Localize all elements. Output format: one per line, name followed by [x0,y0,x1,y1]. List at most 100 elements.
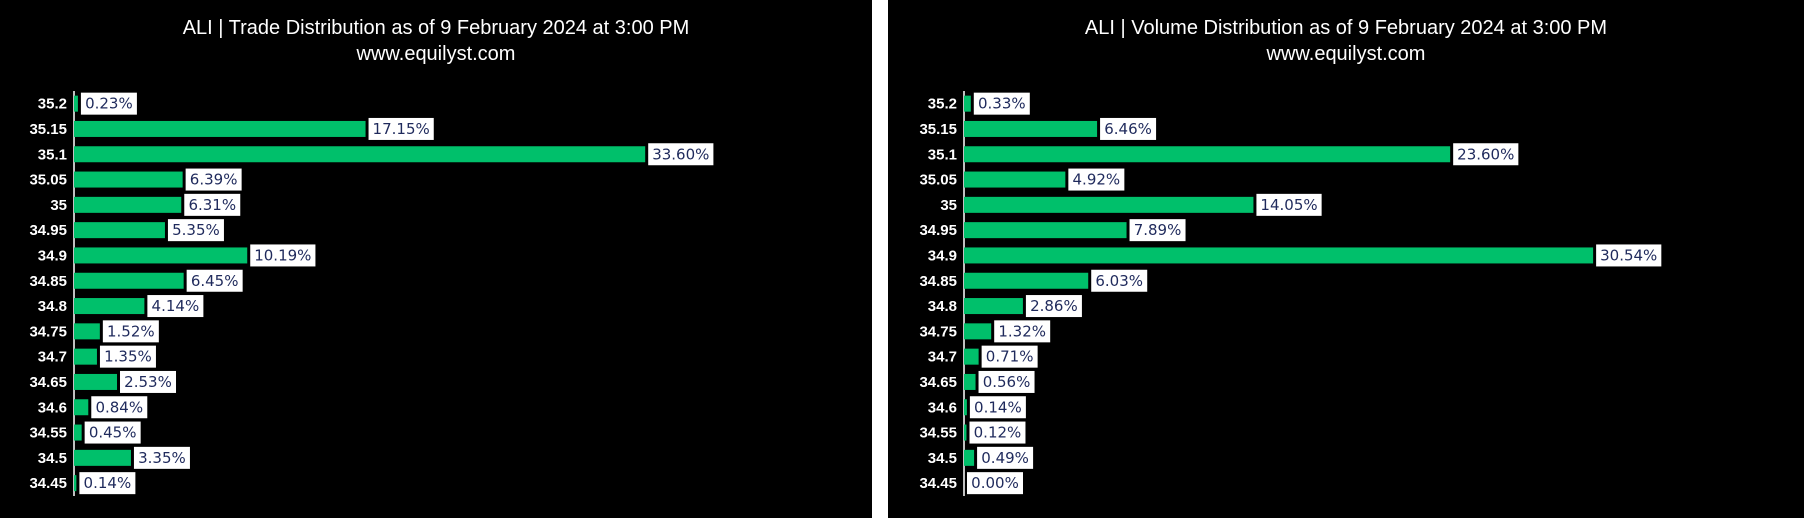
chart-subtitle: www.equilyst.com [356,43,516,65]
data-label-box [967,472,1023,495]
category-tick-label: 35.1 [38,146,67,163]
category-tick-label: 34.7 [928,349,957,366]
data-label: 6.03% [1095,272,1143,290]
data-label-box [1129,219,1186,242]
data-label: 2.53% [124,373,172,391]
bar [74,475,77,492]
bar [74,120,366,137]
data-label-box [981,345,1038,368]
data-label: 1.32% [998,322,1046,340]
data-label: 10.19% [254,246,311,264]
data-label-box [648,143,714,166]
category-tick-label: 35.05 [919,172,957,189]
data-label: 0.12% [974,424,1022,442]
bar [74,95,78,112]
bar [964,146,1451,163]
data-label-box [1256,193,1322,216]
data-label-box [186,269,243,292]
data-label-box [147,295,204,318]
data-label-box [973,92,1030,115]
bar [74,424,82,441]
bar [74,298,145,315]
data-label-box [99,345,156,368]
category-tick-label: 35 [940,197,957,214]
category-tick-label: 35 [50,197,67,214]
category-tick-label: 35.2 [38,96,67,113]
category-tick-label: 34.7 [38,349,67,366]
data-label-box [1068,168,1125,191]
data-label: 5.35% [172,221,220,239]
category-tick-label: 34.8 [928,298,957,315]
category-tick-label: 34.95 [29,222,67,239]
data-label: 0.00% [971,474,1019,492]
bar [74,348,97,365]
bar [964,298,1023,315]
category-tick-label: 34.85 [29,273,67,290]
bar [74,222,165,239]
bar [964,373,976,390]
data-label: 0.71% [986,348,1034,366]
category-tick-label: 34.65 [29,374,67,391]
bar [74,373,118,390]
data-label-box [102,320,159,343]
category-tick-label: 34.9 [38,247,67,264]
data-label-box [250,244,316,267]
category-tick-label: 34.95 [919,222,957,239]
category-tick-label: 35.1 [928,146,957,163]
category-tick-label: 34.85 [919,273,957,290]
bar [74,272,184,289]
category-tick-label: 34.45 [919,475,957,492]
category-tick-label: 34.6 [928,399,957,416]
bar [74,196,182,213]
bar [964,348,979,365]
bar [964,120,1098,137]
data-label: 4.14% [152,297,200,315]
bar [74,449,131,466]
bar [964,424,967,441]
data-label: 1.35% [104,348,152,366]
category-tick-label: 35.05 [29,172,67,189]
data-label-box [120,370,177,393]
data-label: 0.23% [85,95,133,113]
category-tick-label: 34.5 [928,450,957,467]
bar [74,171,183,188]
data-label-box [1025,295,1082,318]
data-label: 33.60% [652,145,709,163]
data-label: 23.60% [1457,145,1514,163]
data-label: 1.52% [107,322,155,340]
bar [964,323,992,340]
bar [74,247,248,264]
data-label: 30.54% [1600,246,1657,264]
category-tick-label: 34.8 [38,298,67,315]
data-label-box [1596,244,1662,267]
data-label: 6.46% [1104,120,1152,138]
category-tick-label: 34.75 [919,323,957,340]
data-label: 0.56% [983,373,1031,391]
data-label: 0.14% [84,474,132,492]
bar-marks: 35.2 0.23% 35.15 17.15% 35.1 33.60% 35.05 6.39%… [29,92,714,495]
chart-title: ALI | Volume Distribution as of 9 Februa… [1085,17,1607,39]
category-tick-label: 35.15 [29,121,67,138]
data-label-box [1091,269,1148,292]
data-label: 17.15% [373,120,430,138]
bar [74,399,89,416]
data-label: 14.05% [1260,196,1317,214]
bar [964,95,971,112]
data-label: 0.84% [95,398,143,416]
category-tick-label: 34.55 [29,425,67,442]
category-tick-label: 34.55 [919,425,957,442]
data-label-box [133,446,190,469]
data-label-box [80,92,137,115]
data-label-box [977,446,1034,469]
data-label-box [167,219,224,242]
trade-distribution-chart: ALI | Trade Distribution as of 9 Februar… [0,0,872,518]
category-tick-label: 34.6 [38,399,67,416]
bar [964,272,1089,289]
data-label: 0.14% [974,398,1022,416]
data-label-box [368,117,434,140]
category-tick-label: 35.2 [928,96,957,113]
data-label: 4.92% [1073,171,1121,189]
category-tick-label: 34.65 [919,374,957,391]
bar-marks: 35.2 0.33% 35.15 6.46% 35.1 23.60% 35.05 4.92% 3… [919,92,1662,495]
data-label: 2.86% [1030,297,1078,315]
